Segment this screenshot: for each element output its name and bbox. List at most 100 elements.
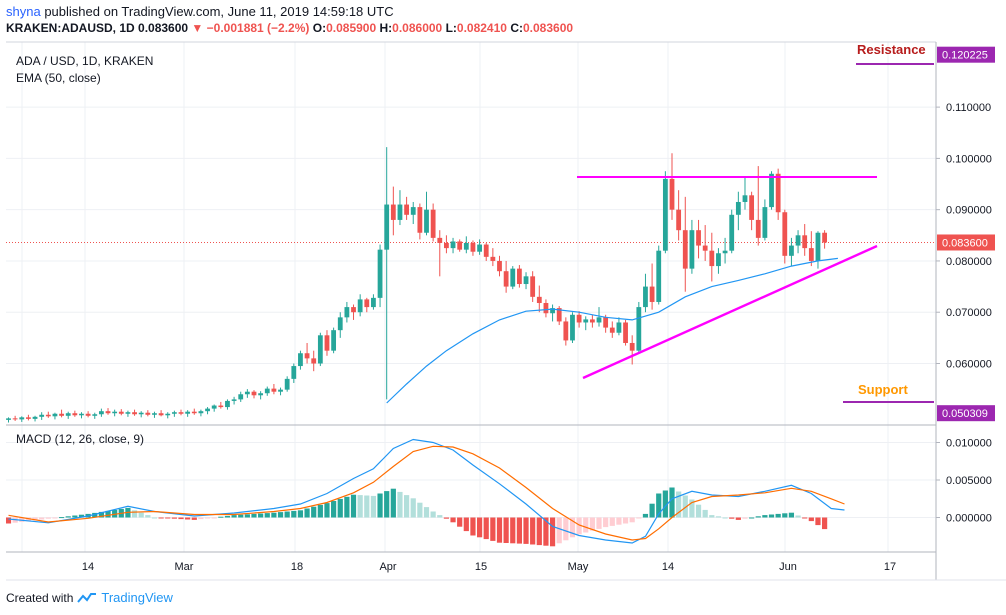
candle xyxy=(576,311,582,328)
candle-body xyxy=(676,209,682,231)
candle xyxy=(676,190,682,241)
histogram-bar xyxy=(702,509,708,518)
candle-body xyxy=(344,307,350,318)
candle xyxy=(483,242,489,261)
candle xyxy=(450,237,456,254)
candle-body xyxy=(477,244,482,252)
candle xyxy=(497,255,502,277)
current-price-badge: 0.083600 xyxy=(942,237,988,249)
candle xyxy=(410,201,416,225)
histogram-bar xyxy=(58,517,65,519)
support-price-badge: 0.050309 xyxy=(942,408,988,420)
histogram-bar xyxy=(264,513,270,518)
candle xyxy=(6,417,11,423)
candle xyxy=(98,408,104,417)
histogram-bar xyxy=(457,517,463,527)
candle-body xyxy=(26,417,31,419)
histogram-bar xyxy=(311,506,317,518)
candle-body xyxy=(795,235,801,246)
histogram-bar xyxy=(231,515,237,518)
histogram-bar xyxy=(682,495,688,518)
candle xyxy=(536,285,542,313)
candle xyxy=(264,386,270,396)
candle xyxy=(530,271,536,302)
macd-legend: MACD (12, 26, close, 9) xyxy=(16,432,144,446)
down-arrow-icon: ▼ xyxy=(191,21,204,35)
candle-body xyxy=(682,230,688,269)
histogram-bar xyxy=(277,512,284,518)
candle-body xyxy=(629,342,635,351)
candle xyxy=(417,203,423,240)
histogram-bar xyxy=(576,517,582,535)
candle xyxy=(802,224,808,256)
candle-body xyxy=(165,413,171,416)
candle xyxy=(92,412,98,419)
candle xyxy=(311,350,317,372)
histogram-bar xyxy=(782,513,788,518)
price-tick-label: 0.090000 xyxy=(946,205,992,217)
histogram-bar xyxy=(636,517,642,519)
resistance-label: Resistance xyxy=(857,42,926,57)
candle-body xyxy=(775,173,781,213)
candle-body xyxy=(191,411,197,414)
candle xyxy=(543,299,549,318)
candles xyxy=(6,147,828,423)
macd-histogram xyxy=(6,487,828,547)
histogram-bar xyxy=(450,517,456,523)
price-tick-label: 0.070000 xyxy=(946,307,992,319)
candle-body xyxy=(563,321,569,341)
histogram-bar xyxy=(224,515,231,518)
histogram-bar xyxy=(483,517,489,540)
candle xyxy=(696,219,701,259)
candle-body xyxy=(789,245,794,256)
histogram-bar xyxy=(523,517,529,544)
candle-body xyxy=(603,317,609,328)
histogram-bar xyxy=(695,504,702,518)
time-tick-label: May xyxy=(568,561,589,573)
histogram-bar xyxy=(271,512,277,518)
candle-body xyxy=(364,299,370,308)
candle xyxy=(32,415,38,422)
candle-body xyxy=(808,248,814,261)
candle xyxy=(105,408,111,415)
histogram-bar xyxy=(390,488,396,518)
histogram-bar xyxy=(258,513,264,518)
candle xyxy=(198,409,204,417)
candle-body xyxy=(596,317,602,323)
candle-body xyxy=(397,204,403,220)
candle xyxy=(643,273,648,313)
candle-body xyxy=(702,245,708,251)
candle xyxy=(52,412,58,420)
candle xyxy=(437,230,443,277)
candle-body xyxy=(19,417,25,420)
candle-body xyxy=(444,242,449,249)
author-link[interactable]: shyna xyxy=(6,4,41,19)
candle xyxy=(490,248,496,267)
candle xyxy=(19,416,25,422)
candle-body xyxy=(92,414,98,416)
histogram-bar xyxy=(370,495,377,518)
candle xyxy=(138,411,144,418)
candle xyxy=(384,147,390,400)
candle xyxy=(26,414,31,421)
candle xyxy=(503,260,509,293)
macd-tick-label: 0.010000 xyxy=(946,438,992,450)
current-price-badge-bg xyxy=(937,234,995,251)
candle xyxy=(682,196,688,292)
candle xyxy=(596,307,602,327)
histogram-bar xyxy=(463,517,469,532)
histogram-bar xyxy=(244,514,250,518)
histogram-bar xyxy=(98,511,104,518)
candle xyxy=(516,265,522,288)
candle-body xyxy=(470,242,476,252)
candle-body xyxy=(52,413,58,417)
histogram-bar xyxy=(755,516,761,518)
histogram-bar xyxy=(297,510,304,518)
candle xyxy=(424,191,429,236)
candle xyxy=(782,209,788,264)
candle xyxy=(271,384,277,395)
candle-body xyxy=(523,276,529,285)
histogram-bar xyxy=(496,517,503,543)
tradingview-brand[interactable]: TradingView xyxy=(101,590,173,605)
